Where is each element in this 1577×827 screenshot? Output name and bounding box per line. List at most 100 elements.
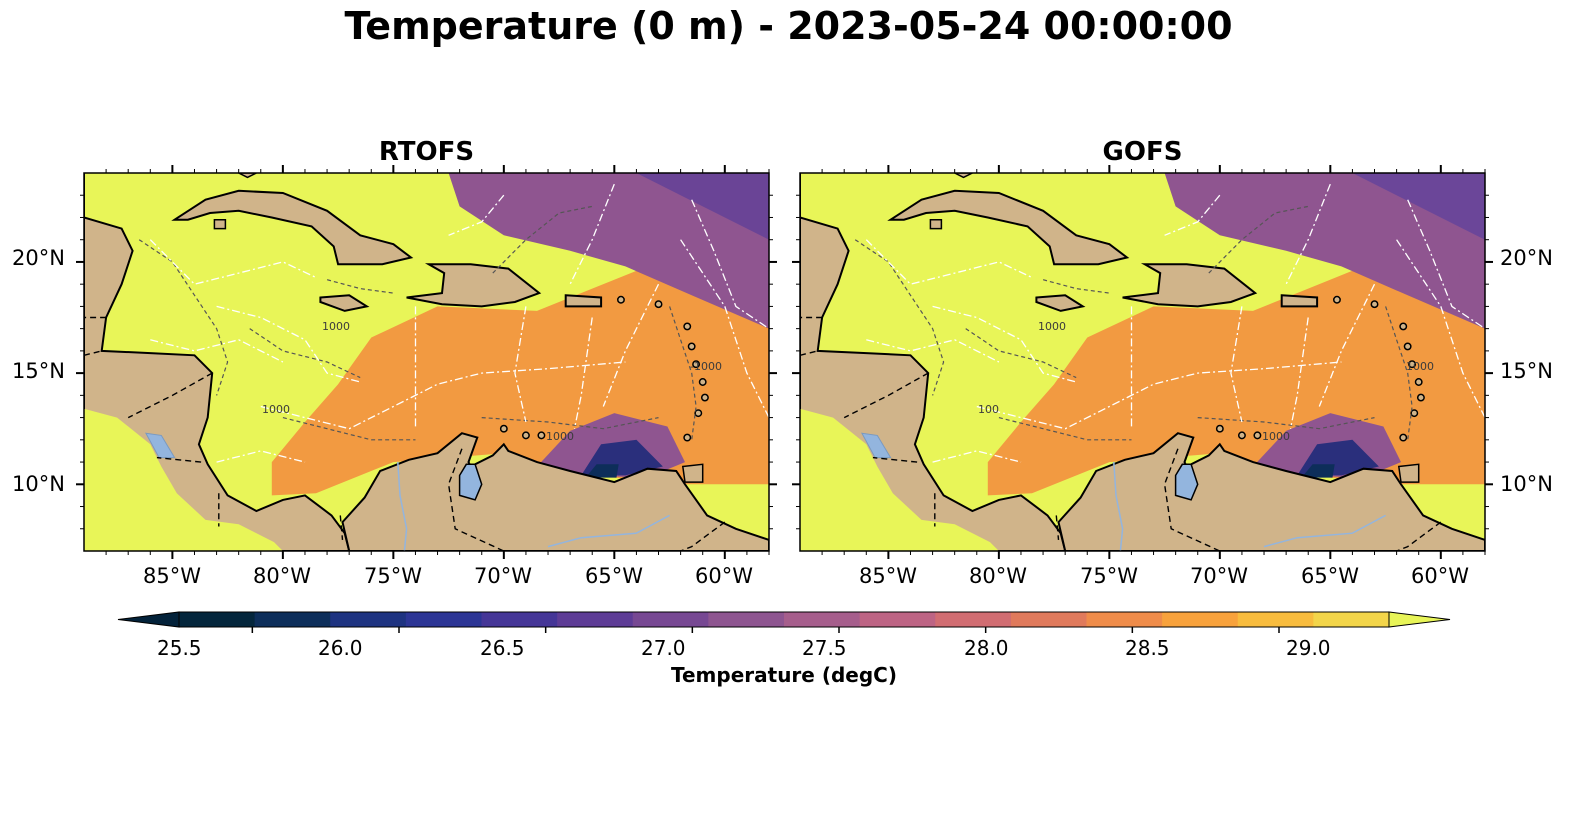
colorbar-tick-29-0: 29.0 — [1286, 636, 1331, 660]
purple-water-region — [1164, 173, 1485, 329]
pacific-water — [800, 408, 999, 551]
colorbar-extend-high — [1388, 611, 1451, 628]
isle-of-youth — [929, 218, 943, 230]
island — [1333, 295, 1341, 304]
florida-land — [954, 173, 973, 179]
bathymetry-contour — [138, 239, 229, 396]
eez-boundary — [1396, 239, 1485, 418]
bathy-label: 1000 — [1406, 360, 1434, 373]
colorbar-segment — [935, 612, 1012, 627]
florida-land — [238, 173, 257, 179]
bathymetry-contour — [1208, 205, 1309, 274]
eez-boundary — [514, 306, 527, 423]
bathymetry-contour — [481, 417, 659, 430]
lake-nicaragua — [144, 432, 176, 459]
eez-boundary — [680, 239, 769, 418]
bathymetry-contour — [669, 306, 697, 440]
colorbar-frame — [178, 611, 1390, 628]
eez-boundary — [932, 305, 1077, 383]
eez-boundary — [569, 183, 615, 285]
island — [654, 300, 663, 309]
map-panel-gofs — [799, 172, 1486, 552]
lake-maracaibo — [458, 463, 483, 501]
island — [683, 322, 692, 331]
colorbar-segment — [405, 612, 483, 627]
hispaniola-land — [1122, 263, 1258, 308]
lon-label-65w-b: 65°W — [1301, 564, 1359, 588]
map-content — [800, 173, 1485, 551]
bathymetry-contour — [1042, 279, 1110, 294]
map-panel-rtofs — [83, 172, 770, 552]
lat-label-15n-left: 15°N — [12, 359, 65, 383]
lon-label-75w-a: 75°W — [364, 564, 422, 588]
island — [537, 431, 546, 440]
country-border — [680, 521, 726, 551]
colorbar-segment — [1162, 612, 1239, 627]
deep-purple-water-region — [1352, 173, 1485, 240]
colorbar-tick-27-5: 27.5 — [802, 636, 847, 660]
eez-boundary — [1285, 183, 1331, 285]
lat-label-10n-left: 10°N — [12, 472, 65, 496]
lon-label-65w-a: 65°W — [585, 564, 643, 588]
island — [1399, 433, 1408, 442]
lon-label-80w-a: 80°W — [253, 564, 311, 588]
darkest-water-patch — [585, 464, 619, 478]
jamaica-land — [319, 294, 370, 312]
colorbar-segment — [557, 612, 634, 627]
lon-label-85w-b: 85°W — [859, 564, 917, 588]
island — [1408, 360, 1417, 369]
colorbar-segment — [254, 612, 331, 627]
bathymetry-contour — [1385, 306, 1413, 440]
island — [1237, 431, 1246, 440]
island — [1215, 424, 1224, 433]
eez-boundary — [150, 339, 284, 363]
island — [1399, 322, 1408, 331]
eez-boundary — [216, 305, 361, 383]
river — [1263, 514, 1386, 548]
lon-label-70w-a: 70°W — [474, 564, 532, 588]
country-border — [1055, 515, 1060, 540]
bathymetry-contour — [492, 205, 593, 274]
lon-label-75w-b: 75°W — [1080, 564, 1138, 588]
cuba-land — [887, 189, 1130, 266]
bathymetry-contour — [998, 417, 1132, 441]
country-border — [843, 372, 929, 419]
country-border — [447, 448, 505, 551]
colorbar-segment — [1086, 612, 1163, 627]
colorbar-segment — [1010, 612, 1088, 627]
jamaica-land — [1035, 294, 1086, 312]
lon-label-85w-a: 85°W — [143, 564, 201, 588]
colorbar-tick-25-5: 25.5 — [157, 636, 202, 660]
bathy-label: 1000 — [322, 320, 350, 333]
country-border — [872, 456, 918, 463]
lake-nicaragua — [860, 432, 892, 459]
bathy-label: -1000 — [690, 360, 722, 373]
island — [700, 393, 709, 402]
colorbar-segment — [632, 612, 709, 627]
map-content — [84, 173, 769, 551]
colorbar-tick-26-5: 26.5 — [480, 636, 525, 660]
panel-title-gofs: GOFS — [1102, 137, 1183, 167]
eez-boundary — [216, 450, 306, 463]
colorbar-segment — [708, 612, 785, 627]
island — [1410, 409, 1419, 418]
colorbar-segment — [1237, 612, 1314, 627]
bathy-label: 1000 — [1262, 430, 1290, 443]
isle-of-youth — [213, 218, 227, 230]
island — [521, 431, 530, 440]
island — [683, 433, 692, 442]
map-ticks-rtofs — [76, 165, 777, 559]
river — [397, 462, 408, 551]
eez-boundary — [260, 361, 626, 430]
pacific-water — [84, 408, 283, 551]
bathy-label: 1000 — [546, 430, 574, 443]
hispaniola-land — [406, 263, 542, 308]
island — [1414, 378, 1423, 386]
country-border — [156, 456, 202, 463]
purple-water-region — [448, 173, 769, 329]
darkest-water-patch — [1301, 464, 1335, 478]
lat-label-10n-right: 10°N — [1500, 472, 1553, 496]
south-america-land — [341, 432, 769, 551]
puerto-rico-land — [564, 294, 603, 308]
